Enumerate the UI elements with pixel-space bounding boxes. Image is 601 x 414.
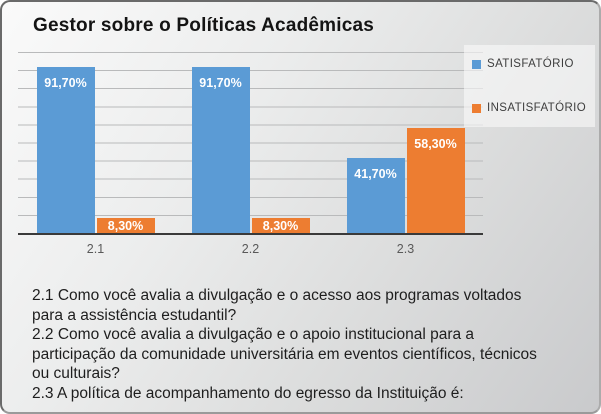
bar-satisfatorio-2.3: 41,70% (346, 157, 405, 233)
plot-area: 91,70% 8,30% 91,70% 8,30% 41,70% 58,30% (18, 52, 483, 235)
bar-insatisfatorio-2.2: 8,30% (251, 218, 310, 233)
x-axis-label-2.3: 2.3 (396, 242, 415, 256)
legend-item-insatisfatorio: INSATISFATÓRIO (472, 102, 586, 114)
bar-value-label: 8,30% (262, 219, 299, 233)
legend-label: INSATISFATÓRIO (487, 102, 587, 114)
bar-group-2.3: 41,70% 58,30% (328, 127, 483, 233)
legend-swatch-satisfatorio (472, 59, 481, 69)
x-axis-label-2.2: 2.2 (241, 242, 260, 256)
bar-value-label: 91,70% (199, 76, 242, 90)
bar-value-label: 41,70% (354, 166, 397, 181)
x-axis-label-2.1: 2.1 (86, 242, 105, 256)
bar-group-2.2: 91,70% 8,30% (173, 67, 328, 233)
bar-group-2.1: 91,70% 8,30% (18, 67, 173, 233)
legend-item-satisfatorio: SATISFATÓRIO (472, 58, 574, 70)
question-note-1: 2.1 Como você avalia a divulgação e o ac… (32, 287, 522, 324)
bar-satisfatorio-2.2: 91,70% (191, 67, 250, 233)
legend: SATISFATÓRIO INSATISFATÓRIO (464, 45, 595, 127)
legend-swatch-insatisfatorio (472, 103, 481, 113)
question-note-3: 2.3 A política de acompanhamento do egre… (32, 384, 464, 402)
x-axis-labels: 2.1 2.2 2.3 (18, 242, 483, 256)
question-note-2: 2.2 Como você avalia a divulgação e o ap… (32, 326, 537, 382)
bar-insatisfatorio-2.3: 58,30% (406, 127, 465, 233)
bar-insatisfatorio-2.1: 8,30% (96, 218, 155, 233)
legend-label: SATISFATÓRIO (487, 58, 574, 70)
bar-value-label: 91,70% (44, 76, 87, 90)
bar-satisfatorio-2.1: 91,70% (36, 67, 95, 233)
chart-title: Gestor sobre o Políticas Acadêmicas (33, 15, 375, 36)
bar-value-label: 8,30% (107, 219, 144, 233)
question-notes: 2.1 Como você avalia a divulgação e o ac… (32, 286, 556, 403)
bar-value-label: 58,30% (414, 136, 457, 151)
